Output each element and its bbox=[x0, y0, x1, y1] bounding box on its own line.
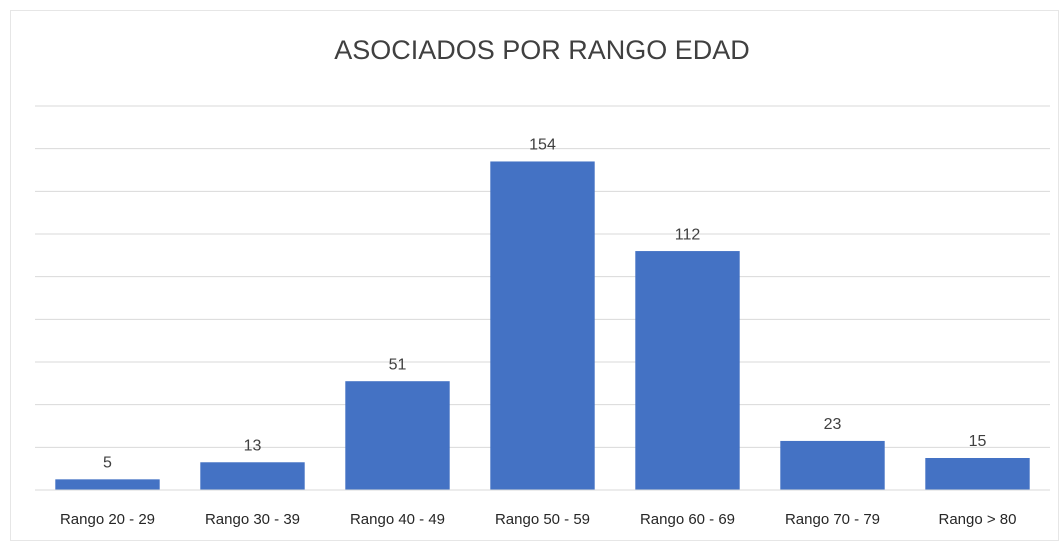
x-tick-label: Rango 50 - 59 bbox=[495, 511, 590, 528]
data-label: 112 bbox=[675, 226, 701, 243]
data-label: 5 bbox=[103, 455, 112, 472]
x-tick-label: Rango 60 - 69 bbox=[640, 511, 735, 528]
bar bbox=[345, 381, 450, 490]
data-label: 13 bbox=[244, 437, 262, 454]
bar bbox=[925, 458, 1030, 490]
data-label: 154 bbox=[529, 137, 556, 154]
data-label: 23 bbox=[824, 416, 842, 433]
bar bbox=[490, 161, 595, 490]
x-tick-label: Rango > 80 bbox=[939, 511, 1017, 528]
x-tick-label: Rango 30 - 39 bbox=[205, 511, 300, 528]
chart-title: ASOCIADOS POR RANGO EDAD bbox=[334, 35, 750, 65]
x-tick-label: Rango 20 - 29 bbox=[60, 511, 155, 528]
data-label: 15 bbox=[969, 433, 987, 450]
x-tick-label: Rango 70 - 79 bbox=[785, 511, 880, 528]
bar bbox=[55, 479, 160, 490]
bar bbox=[200, 462, 305, 490]
x-tick-label: Rango 40 - 49 bbox=[350, 511, 445, 528]
bar bbox=[780, 440, 885, 490]
bar bbox=[635, 251, 740, 490]
data-label: 51 bbox=[389, 356, 407, 373]
